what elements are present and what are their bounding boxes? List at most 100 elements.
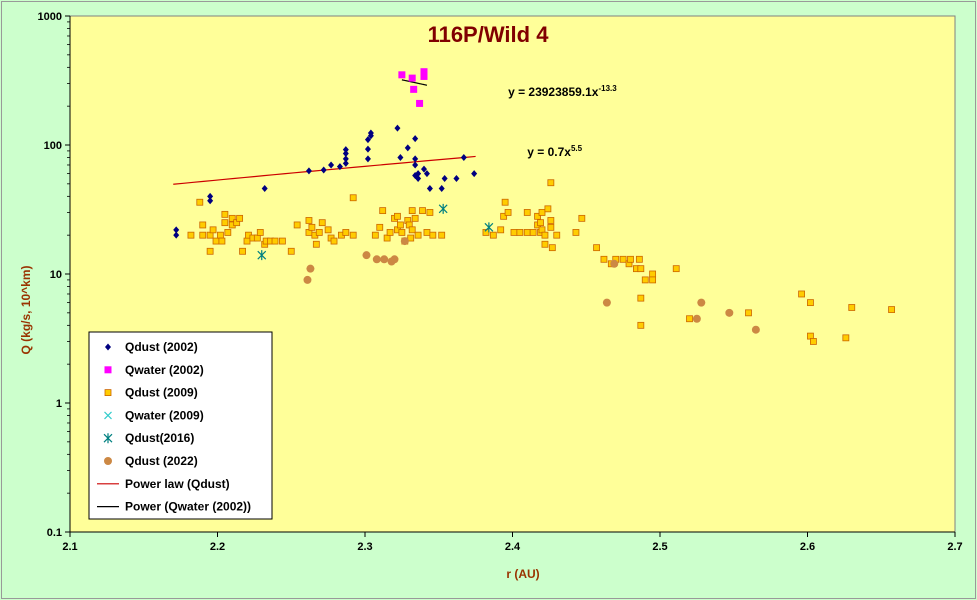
legend-marker-shape [105, 343, 111, 351]
data-point-series-0 [438, 185, 445, 193]
data-point-series-5-shape [697, 298, 706, 307]
y-axis-title: Q (kg/s, 10^km) [19, 265, 33, 354]
data-point-series-5-shape [751, 325, 760, 334]
legend: Qdust (2002) Qwater (2002) Qdust (2009) Qwa… [88, 331, 273, 520]
data-point-series-2 [217, 231, 224, 239]
data-point-series-2-shape [206, 247, 214, 255]
data-point-series-5-shape [303, 275, 312, 284]
data-point-series-2-shape [256, 229, 264, 236]
x-tick-label: 2.2 [210, 541, 225, 553]
legend-entry: Power law (Qdust) [97, 477, 230, 491]
data-point-series-2 [206, 247, 214, 255]
data-point-series-5 [697, 298, 706, 307]
data-point-series-2-shape [649, 276, 657, 284]
data-point-series-5-shape [380, 255, 389, 264]
data-point-series-5 [751, 325, 760, 334]
data-point-series-0-shape [404, 144, 411, 152]
data-point-series-2 [810, 338, 817, 345]
data-point-series-2-shape [209, 226, 217, 234]
data-point-series-2-shape [386, 229, 394, 236]
data-point-series-2 [324, 226, 332, 234]
data-point-series-2-shape [553, 231, 561, 239]
data-point-series-4 [257, 250, 267, 261]
data-point-series-0-shape [342, 155, 349, 163]
y-tick-label: 0.1 [47, 527, 62, 539]
data-point-series-0-shape [397, 154, 404, 162]
data-point-series-0-shape [364, 155, 371, 163]
data-point-series-2 [635, 255, 643, 263]
data-point-series-2-shape [312, 240, 320, 248]
data-point-series-0 [261, 185, 268, 193]
annotations-layer: y = 23923859.1x-13.3 y = 0.7x5.5 [508, 84, 617, 159]
legend-label: Qdust(2016) [125, 431, 194, 445]
data-point-series-5 [380, 255, 389, 264]
data-point-series-2 [278, 237, 286, 245]
data-point-series-2 [888, 306, 895, 313]
data-point-series-2-shape [239, 247, 246, 255]
data-point-series-2-shape [379, 207, 387, 215]
data-point-series-2 [256, 229, 264, 236]
data-point-series-2-shape [218, 237, 226, 245]
data-point-series-2-shape [221, 210, 229, 218]
data-point-series-0 [342, 146, 349, 154]
data-point-series-2-shape [888, 306, 895, 313]
data-point-series-2 [544, 205, 552, 213]
data-point-series-1-shape [420, 72, 428, 80]
data-point-series-0-shape [367, 129, 374, 137]
data-point-series-5 [306, 264, 315, 273]
trendline-equation-exponent: 5.5 [571, 144, 583, 153]
legend-marker [104, 457, 112, 465]
data-point-series-0-shape [453, 174, 460, 182]
data-point-series-2-shape [376, 223, 384, 231]
data-point-series-1-shape [408, 74, 416, 82]
data-point-series-2 [547, 223, 555, 231]
legend-marker-shape [104, 457, 112, 465]
data-point-series-2-shape [408, 226, 416, 234]
data-point-series-2-shape [287, 247, 295, 255]
data-point-series-2-shape [199, 231, 207, 239]
data-point-series-2-shape [394, 212, 401, 220]
data-point-series-5-shape [306, 264, 315, 273]
data-point-series-2 [199, 221, 207, 229]
data-point-series-1-shape [410, 85, 418, 93]
data-point-series-2-shape [217, 231, 224, 239]
data-point-series-2-shape [637, 321, 645, 329]
data-point-series-0-shape [415, 170, 422, 178]
data-point-series-2-shape [842, 334, 850, 342]
data-point-series-2-shape [187, 231, 195, 239]
data-point-series-2-shape [293, 221, 301, 229]
trendline-equation: y = 23923859.1x-13.3 [508, 84, 617, 99]
legend-marker-shape [104, 389, 112, 397]
data-point-series-2 [798, 290, 805, 298]
x-tick-label: 2.3 [357, 541, 372, 553]
data-point-series-0 [207, 197, 214, 205]
data-point-series-1 [398, 71, 406, 79]
data-point-series-2-shape [641, 276, 649, 284]
data-point-series-2 [497, 226, 505, 234]
data-point-series-2-shape [538, 209, 546, 216]
data-point-series-5-shape [692, 314, 701, 323]
legend-entry: Qdust (2009) [104, 386, 198, 400]
data-point-series-5-shape [610, 259, 619, 268]
data-point-series-2 [196, 198, 204, 206]
data-point-series-2-shape [529, 229, 537, 236]
data-point-series-2 [429, 231, 437, 239]
data-point-series-2-shape [572, 229, 580, 236]
legend-entry: Qdust(2016) [103, 431, 194, 445]
data-point-series-2-shape [199, 221, 207, 229]
data-point-series-2-shape [649, 270, 657, 278]
data-point-series-2-shape [523, 229, 531, 236]
data-point-series-2 [199, 231, 207, 239]
data-point-series-2 [224, 229, 232, 236]
data-point-series-2-shape [398, 229, 406, 236]
x-axis-title: r (AU) [506, 567, 539, 581]
data-point-series-5-shape [602, 298, 611, 307]
data-point-series-1-shape [398, 71, 406, 79]
y-tick-label: 1000 [38, 11, 62, 23]
data-point-series-2-shape [537, 219, 544, 227]
data-point-series-2 [547, 217, 555, 224]
data-point-series-2 [541, 231, 549, 239]
data-point-series-2 [394, 212, 401, 220]
data-point-series-2-shape [798, 290, 805, 298]
data-point-series-2-shape [318, 219, 326, 227]
